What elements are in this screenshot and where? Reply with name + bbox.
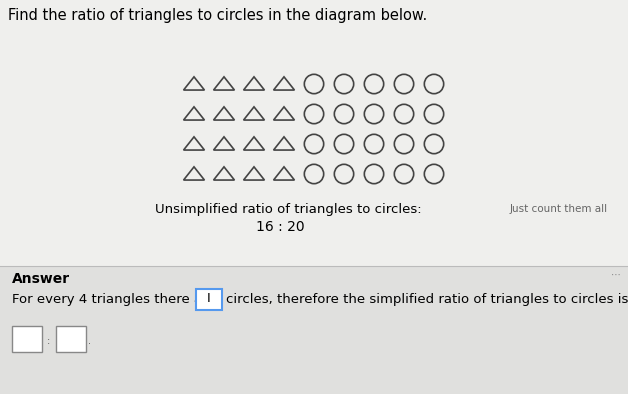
Text: ⋯: ⋯ xyxy=(611,270,621,280)
Text: I: I xyxy=(207,292,211,305)
Text: Unsimplified ratio of triangles to circles:: Unsimplified ratio of triangles to circl… xyxy=(155,203,421,216)
Text: Answer: Answer xyxy=(12,272,70,286)
Text: For every 4 triangles there are: For every 4 triangles there are xyxy=(12,292,215,305)
FancyBboxPatch shape xyxy=(12,326,42,352)
Text: 16 : 20: 16 : 20 xyxy=(256,220,305,234)
Text: circles, therefore the simplified ratio of triangles to circles is: circles, therefore the simplified ratio … xyxy=(226,292,628,305)
FancyBboxPatch shape xyxy=(56,326,86,352)
Text: .: . xyxy=(88,336,91,346)
Text: :: : xyxy=(47,336,50,346)
FancyBboxPatch shape xyxy=(196,289,222,310)
Text: Just count them all: Just count them all xyxy=(510,204,608,214)
Text: Find the ratio of triangles to circles in the diagram below.: Find the ratio of triangles to circles i… xyxy=(8,8,427,23)
FancyBboxPatch shape xyxy=(0,266,628,394)
